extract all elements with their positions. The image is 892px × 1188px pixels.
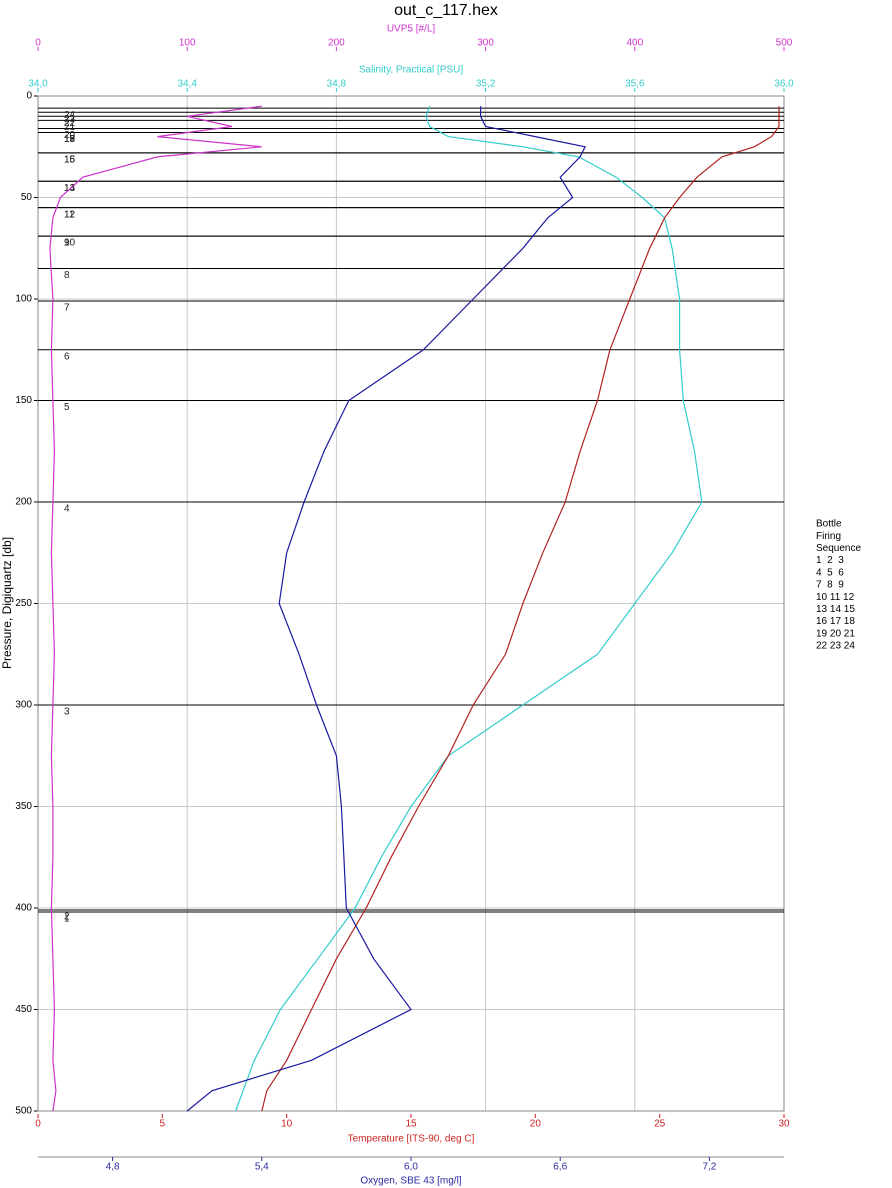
y-tick-label: 450 <box>15 1004 32 1015</box>
bottle-label: 6 <box>64 351 70 362</box>
x-tick-label: 36,0 <box>774 79 794 90</box>
x-tick-label: 0 <box>35 1119 41 1130</box>
x-tick-label: 15 <box>405 1119 417 1130</box>
profile-line <box>235 105 703 1112</box>
x-tick-label: 34,4 <box>177 79 197 90</box>
bottle-label: 21 <box>64 122 76 133</box>
x-tick-label: 200 <box>328 38 345 49</box>
legend-text: 22 23 24 <box>816 641 855 652</box>
y-tick-label: 250 <box>15 598 32 609</box>
x-axis-title: UVP5 [#/L] <box>387 24 436 35</box>
bottle-label: 3 <box>64 707 70 718</box>
bottle-label: 19 <box>64 134 76 145</box>
bottle-label: 4 <box>64 504 70 515</box>
chart-title: out_c_117.hex <box>394 2 498 19</box>
x-tick-label: 100 <box>179 38 196 49</box>
y-tick-label: 200 <box>15 497 32 508</box>
bottle-label: 8 <box>64 270 70 281</box>
x-tick-label: 20 <box>530 1119 542 1130</box>
profile-line <box>186 106 586 1112</box>
bottle-label: 23 <box>64 114 76 125</box>
legend-text: Sequence <box>816 543 861 554</box>
x-tick-label: 25 <box>654 1119 666 1130</box>
x-tick-label: 4,8 <box>106 1162 120 1173</box>
legend-text: 7 8 9 <box>816 580 844 591</box>
bottle-label: 7 <box>64 303 70 314</box>
bottle-label: 9 <box>64 238 70 249</box>
bottle-label: 10 <box>64 238 76 249</box>
x-tick-label: 6,6 <box>553 1162 567 1173</box>
bottle-label: 1 <box>64 914 70 925</box>
y-axis-label: Pressure, Digiquartz [db] <box>0 537 14 669</box>
y-tick-label: 100 <box>15 294 32 305</box>
bottle-label: 18 <box>64 134 76 145</box>
y-tick-label: 50 <box>21 192 33 203</box>
x-tick-label: 6,0 <box>404 1162 418 1173</box>
x-tick-label: 0 <box>35 38 41 49</box>
bottle-label: 24 <box>64 110 76 121</box>
x-tick-label: 10 <box>281 1119 293 1130</box>
bottle-label: 22 <box>64 118 76 129</box>
x-tick-label: 35,2 <box>476 79 496 90</box>
bottle-label: 16 <box>64 154 76 165</box>
y-tick-label: 400 <box>15 903 32 914</box>
x-tick-label: 34,8 <box>327 79 347 90</box>
x-tick-label: 5,4 <box>255 1162 269 1173</box>
legend-text: 19 20 21 <box>816 628 855 639</box>
legend-text: 13 14 15 <box>816 604 855 615</box>
y-tick-label: 150 <box>15 395 32 406</box>
x-axis-title: Oxygen, SBE 43 [mg/l] <box>360 1176 461 1187</box>
bottle-label: 20 <box>64 130 76 141</box>
x-tick-label: 35,6 <box>625 79 645 90</box>
x-tick-label: 500 <box>776 38 793 49</box>
x-tick-label: 34,0 <box>28 79 48 90</box>
bottle-label: 2 <box>64 912 70 923</box>
x-tick-label: 5 <box>160 1119 166 1130</box>
x-tick-label: 7,2 <box>702 1162 716 1173</box>
x-tick-label: 30 <box>778 1119 790 1130</box>
legend-text: 16 17 18 <box>816 616 855 627</box>
y-tick-label: 0 <box>26 91 32 102</box>
profile-line <box>49 105 262 1112</box>
bottle-label: 17 <box>64 134 76 145</box>
x-axis-title: Temperature [ITS-90, deg C] <box>348 1134 475 1145</box>
legend-text: Firing <box>816 531 841 542</box>
bottle-label: 15 <box>64 154 76 165</box>
bottle-label: 12 <box>64 209 76 220</box>
legend-text: Bottle <box>816 519 842 530</box>
legend-text: 10 11 12 <box>816 592 855 603</box>
y-tick-label: 300 <box>15 700 32 711</box>
bottle-label: 5 <box>64 402 70 413</box>
plot-frame <box>37 95 785 1112</box>
legend-text: 1 2 3 <box>816 555 844 566</box>
x-tick-label: 300 <box>477 38 494 49</box>
y-tick-label: 500 <box>15 1106 32 1117</box>
x-axis-title: Salinity, Practical [PSU] <box>359 65 464 76</box>
legend-text: 4 5 6 <box>816 567 844 578</box>
y-tick-label: 350 <box>15 801 32 812</box>
profile-line <box>261 106 780 1112</box>
bottle-label: 11 <box>64 209 75 220</box>
x-tick-label: 400 <box>626 38 643 49</box>
